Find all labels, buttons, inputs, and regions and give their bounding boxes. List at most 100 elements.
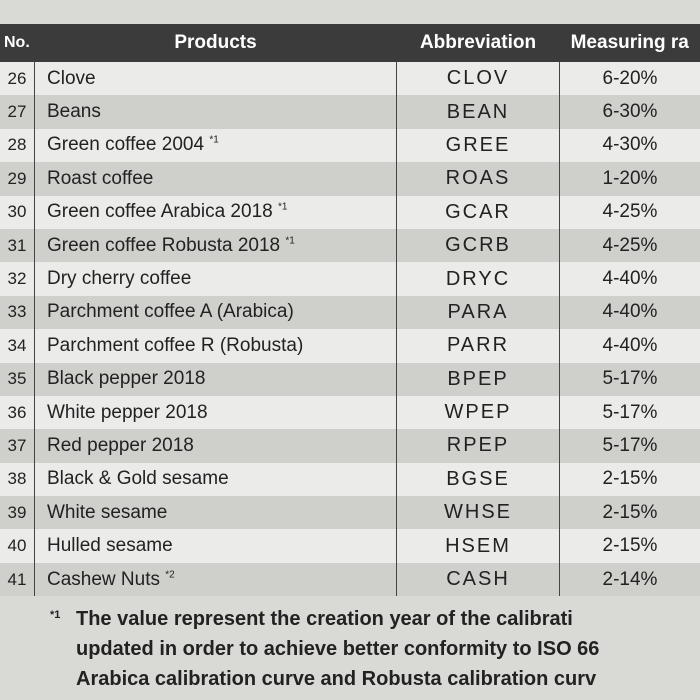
- product-cell: White pepper 2018: [34, 395, 397, 430]
- product-name: Clove: [47, 67, 96, 89]
- product-name: Green coffee Robusta 2018: [47, 234, 281, 256]
- product-cell: Beans: [34, 95, 397, 129]
- header-cell: No.: [0, 24, 35, 62]
- row-number: 38: [0, 462, 35, 497]
- product-cell: Green coffee 2004 *1: [34, 128, 397, 163]
- measuring-range: 2-15%: [559, 496, 700, 530]
- product-cell: Black & Gold sesame: [34, 462, 397, 497]
- abbreviation: GCAR: [396, 195, 560, 229]
- abbreviation: WHSE: [396, 496, 560, 530]
- table-row: 28 Green coffee 2004 *1 GREE 4-30%: [0, 128, 700, 163]
- measuring-range: 5-17%: [559, 395, 700, 430]
- product-cell: Roast coffee: [34, 162, 397, 196]
- row-number: 26: [0, 62, 35, 96]
- abbreviation: RPEP: [396, 429, 560, 463]
- note-mark: *2: [165, 569, 175, 581]
- table-row: 33 Parchment coffee A (Arabica) PARA 4-40%: [0, 295, 700, 330]
- product-cell: Parchment coffee R (Robusta): [34, 329, 397, 363]
- row-number: 35: [0, 362, 35, 396]
- product-cell: White sesame: [34, 496, 397, 530]
- row-number: 34: [0, 329, 35, 363]
- row-number: 37: [0, 429, 35, 463]
- footnote-line: Arabica calibration curve and Robusta ca…: [76, 668, 597, 690]
- product-name: Black & Gold sesame: [47, 468, 229, 490]
- product-cell: Hulled sesame: [34, 529, 397, 563]
- table-body: 26 Clove CLOV 6-20% 27 Beans BEAN 6-30% 28 Green …: [0, 62, 700, 597]
- row-number: 39: [0, 496, 35, 530]
- product-cell: Dry cherry coffee: [34, 262, 397, 296]
- table-row: 34 Parchment coffee R (Robusta) PARR 4-40%: [0, 329, 700, 363]
- abbreviation: CLOV: [396, 62, 560, 96]
- product-cell: Clove: [34, 62, 397, 96]
- row-number: 33: [0, 295, 35, 330]
- product-name: Hulled sesame: [47, 535, 173, 557]
- table-row: 32 Dry cherry coffee DRYC 4-40%: [0, 262, 700, 296]
- product-name: Black pepper 2018: [47, 368, 206, 390]
- product-name: Roast coffee: [47, 167, 154, 189]
- footnote: *1 The value represent the creation year…: [50, 604, 599, 694]
- table-row: 38 Black & Gold sesame BGSE 2-15%: [0, 462, 700, 497]
- product-name: Cashew Nuts: [47, 568, 160, 590]
- abbreviation: DRYC: [396, 262, 560, 296]
- row-number: 30: [0, 195, 35, 229]
- footnote-line: The value represent the creation year of…: [76, 608, 573, 630]
- table-row: 37 Red pepper 2018 RPEP 5-17%: [0, 429, 700, 463]
- footnote-mark: *1: [50, 609, 61, 621]
- measuring-range: 4-25%: [559, 195, 700, 229]
- table-row: 31 Green coffee Robusta 2018 *1 GCRB 4-25%: [0, 228, 700, 263]
- measuring-range: 6-20%: [559, 62, 700, 96]
- header-row: No. Products Abbreviation Measuring ra: [0, 24, 700, 62]
- product-name: Parchment coffee A (Arabica): [47, 301, 294, 323]
- measuring-range: 4-40%: [559, 262, 700, 296]
- table-row: 35 Black pepper 2018 BPEP 5-17%: [0, 362, 700, 396]
- abbreviation: WPEP: [396, 395, 560, 430]
- product-name: Parchment coffee R (Robusta): [47, 334, 304, 356]
- product-name: Red pepper 2018: [47, 434, 194, 456]
- product-cell: Red pepper 2018: [34, 429, 397, 463]
- measuring-range: 4-40%: [559, 329, 700, 363]
- measuring-range: 2-15%: [559, 529, 700, 563]
- abbreviation: GREE: [396, 128, 560, 163]
- measuring-range: 4-25%: [559, 228, 700, 263]
- measuring-range: 5-17%: [559, 429, 700, 463]
- measuring-range: 2-14%: [559, 562, 700, 597]
- abbreviation: HSEM: [396, 529, 560, 563]
- abbreviation: ROAS: [396, 162, 560, 196]
- row-number: 40: [0, 529, 35, 563]
- products-table: No. Products Abbreviation Measuring ra 2…: [0, 24, 700, 597]
- row-number: 41: [0, 562, 35, 597]
- table-row: 29 Roast coffee ROAS 1-20%: [0, 162, 700, 196]
- note-mark: *1: [285, 235, 295, 247]
- note-mark: *1: [209, 135, 219, 147]
- header-cell: Abbreviation: [396, 24, 560, 62]
- row-number: 27: [0, 95, 35, 129]
- table-row: 39 White sesame WHSE 2-15%: [0, 496, 700, 530]
- measuring-range: 1-20%: [559, 162, 700, 196]
- product-name: Green coffee 2004: [47, 134, 205, 156]
- table-row: 27 Beans BEAN 6-30%: [0, 95, 700, 129]
- header-cell: Products: [34, 24, 397, 62]
- measuring-range: 2-15%: [559, 462, 700, 497]
- measuring-range: 4-40%: [559, 295, 700, 330]
- table-row: 30 Green coffee Arabica 2018 *1 GCAR 4-25%: [0, 195, 700, 229]
- table-row: 41 Cashew Nuts *2 CASH 2-14%: [0, 562, 700, 597]
- product-cell: Parchment coffee A (Arabica): [34, 295, 397, 330]
- measuring-range: 4-30%: [559, 128, 700, 163]
- abbreviation: CASH: [396, 562, 560, 597]
- abbreviation: BGSE: [396, 462, 560, 497]
- row-number: 31: [0, 228, 35, 263]
- product-name: White pepper 2018: [47, 401, 208, 423]
- row-number: 36: [0, 395, 35, 430]
- abbreviation: PARR: [396, 329, 560, 363]
- abbreviation: GCRB: [396, 228, 560, 263]
- footnote-line: updated in order to achieve better confo…: [76, 638, 600, 660]
- product-name: Beans: [47, 101, 101, 123]
- product-cell: Cashew Nuts *2: [34, 562, 397, 597]
- table-row: 36 White pepper 2018 WPEP 5-17%: [0, 395, 700, 430]
- row-number: 32: [0, 262, 35, 296]
- table-row: 26 Clove CLOV 6-20%: [0, 62, 700, 96]
- table-row: 40 Hulled sesame HSEM 2-15%: [0, 529, 700, 563]
- product-cell: Green coffee Arabica 2018 *1: [34, 195, 397, 229]
- note-mark: *1: [277, 201, 288, 213]
